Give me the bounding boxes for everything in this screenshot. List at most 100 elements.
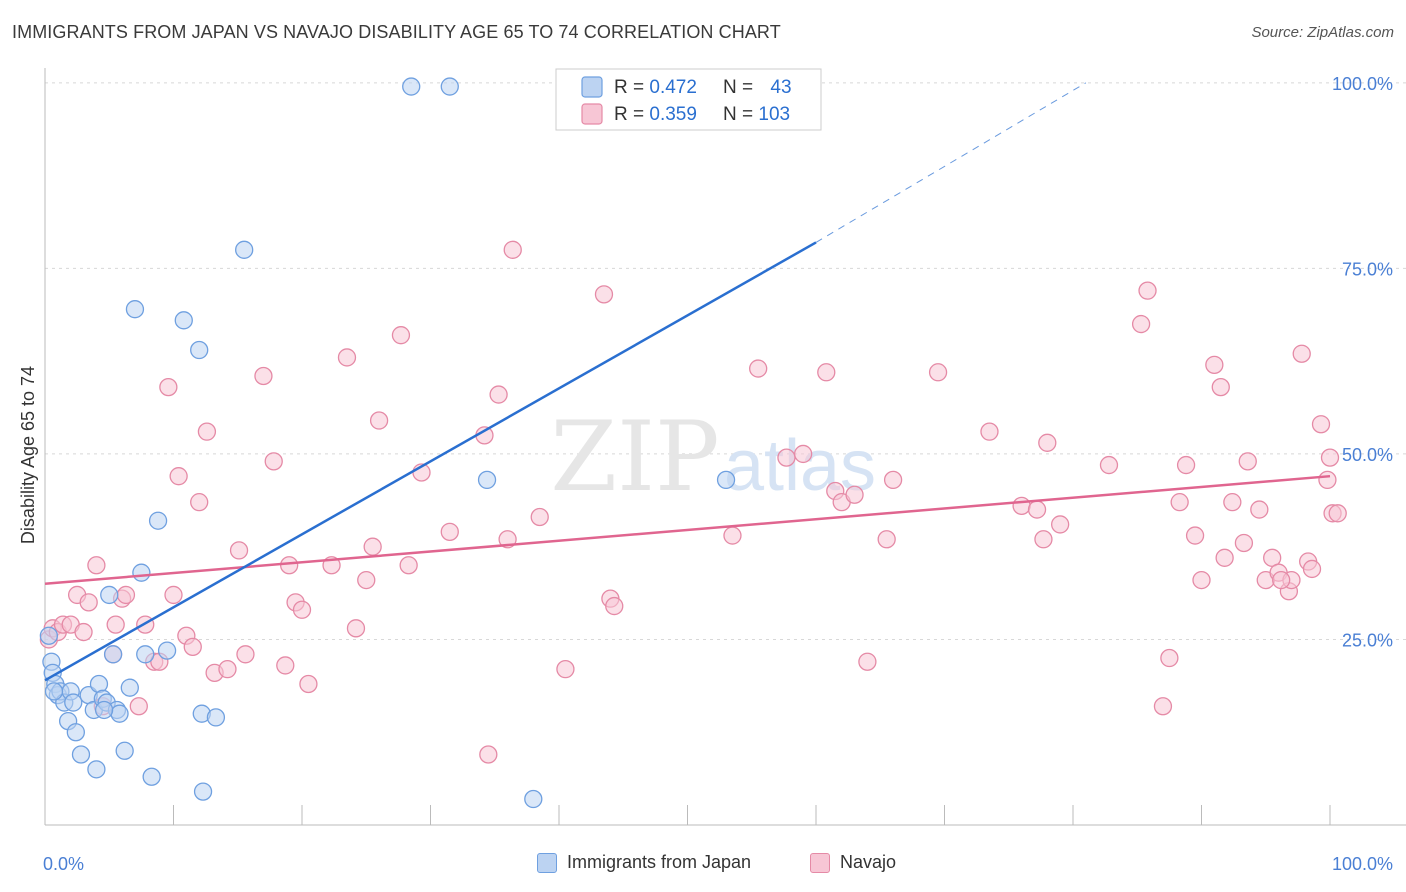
- point-navajo-53: [594, 285, 614, 304]
- legend-swatch-japan: [581, 76, 603, 98]
- point-navajo-19: [164, 585, 183, 605]
- point-japan-37: [440, 77, 459, 96]
- point-navajo-28: [236, 645, 255, 664]
- legend-row-japan: R = 0.472: [614, 77, 697, 98]
- point-japan-34: [206, 708, 226, 727]
- point-navajo-69: [1012, 496, 1031, 516]
- point-navajo-85: [1215, 548, 1234, 567]
- x-tick-label-100: 100.0%: [1332, 854, 1393, 874]
- point-japan-38: [477, 470, 497, 490]
- legend-item-japan: Immigrants from Japan: [537, 852, 751, 873]
- point-navajo-42: [391, 326, 411, 345]
- point-navajo-84: [1211, 377, 1230, 397]
- point-navajo-82: [1192, 570, 1211, 590]
- point-navajo-13: [116, 585, 136, 605]
- tick-labels: 25.0% 50.0% 75.0% 100.0% 0.0% 100.0%: [43, 74, 1393, 874]
- point-navajo-48: [489, 385, 508, 404]
- legend-swatch-navajo-bottom: [810, 852, 830, 873]
- point-japan-18: [100, 585, 119, 605]
- point-japan-33: [193, 782, 213, 801]
- point-japan-40: [716, 470, 736, 490]
- point-navajo-68: [980, 422, 999, 441]
- legend-item-navajo: Navajo: [810, 852, 896, 873]
- point-navajo-86: [1223, 493, 1242, 512]
- point-japan-41: [44, 682, 64, 701]
- point-navajo-88: [1238, 452, 1257, 471]
- legend-r-label-navajo: R =: [614, 104, 649, 125]
- point-japan-42: [94, 700, 114, 720]
- point-navajo-37: [337, 348, 357, 367]
- point-navajo-7: [79, 593, 98, 612]
- watermark-zip: ZIP: [550, 401, 719, 513]
- point-japan-22: [115, 741, 134, 760]
- point-japan-35: [235, 240, 254, 259]
- point-navajo-70: [1027, 500, 1047, 519]
- point-navajo-32: [279, 556, 299, 575]
- point-japan-28: [148, 511, 168, 530]
- point-navajo-11: [106, 615, 125, 634]
- point-navajo-52: [556, 659, 575, 679]
- series-japan-points: [39, 77, 736, 809]
- point-japan-26: [136, 645, 155, 664]
- point-navajo-31: [276, 656, 295, 675]
- point-navajo-34: [292, 600, 312, 619]
- point-navajo-22: [183, 637, 202, 657]
- point-navajo-59: [794, 444, 813, 464]
- axes: [44, 68, 1406, 826]
- point-navajo-103: [1272, 570, 1291, 590]
- point-navajo-77: [1153, 697, 1173, 716]
- y-tick-label-50: 50.0%: [1342, 445, 1393, 465]
- point-japan-39: [524, 789, 543, 809]
- point-navajo-41: [369, 411, 389, 430]
- point-navajo-74: [1099, 455, 1119, 475]
- legend-swatch-japan-bottom: [537, 852, 557, 873]
- trend-line-japan: [44, 241, 817, 682]
- legend-label-japan: Immigrants from Japan: [567, 852, 752, 872]
- point-japan-11: [71, 745, 91, 764]
- point-navajo-58: [777, 448, 796, 467]
- point-navajo-24: [197, 422, 217, 441]
- point-navajo-40: [363, 537, 382, 556]
- point-navajo-102: [1328, 504, 1347, 523]
- point-navajo-47: [479, 745, 498, 764]
- point-navajo-29: [254, 366, 273, 386]
- point-japan-31: [190, 340, 209, 360]
- point-navajo-60: [817, 363, 836, 382]
- point-navajo-67: [928, 363, 948, 382]
- legend-r-label-japan: R =: [614, 77, 649, 98]
- point-japan-21: [110, 704, 129, 723]
- point-navajo-99: [1318, 470, 1337, 490]
- point-navajo-65: [877, 530, 896, 549]
- point-japan-24: [125, 300, 145, 319]
- point-navajo-6: [74, 622, 93, 642]
- point-navajo-50: [503, 240, 522, 259]
- y-tick-label-25: 25.0%: [1342, 630, 1393, 650]
- point-navajo-8: [87, 556, 106, 575]
- point-navajo-26: [218, 659, 237, 679]
- point-navajo-89: [1250, 500, 1269, 519]
- y-tick-label-75: 75.0%: [1342, 259, 1393, 279]
- point-navajo-98: [1311, 415, 1331, 434]
- legend-swatch-navajo: [581, 103, 603, 125]
- point-navajo-66: [883, 470, 903, 490]
- point-navajo-51: [530, 507, 549, 527]
- point-navajo-35: [299, 674, 318, 694]
- trend-lines: [44, 82, 1331, 682]
- point-navajo-80: [1176, 455, 1196, 475]
- legend-n-label-navajo: N =: [723, 104, 758, 125]
- series-navajo-points: [39, 240, 1347, 764]
- point-navajo-20: [169, 467, 188, 486]
- watermark: ZIP atlas: [550, 401, 876, 513]
- point-navajo-14: [129, 697, 148, 716]
- point-navajo-75: [1131, 314, 1151, 334]
- y-axis-label: Disability Age 65 to 74: [18, 366, 38, 544]
- point-japan-9: [64, 693, 83, 712]
- point-navajo-81: [1185, 526, 1205, 545]
- point-navajo-63: [845, 485, 864, 504]
- legend-n-navajo: N = 103: [723, 104, 790, 125]
- legend-n-japan: N = 43: [723, 77, 792, 98]
- point-navajo-55: [605, 596, 624, 616]
- point-japan-23: [120, 678, 139, 697]
- point-navajo-64: [858, 652, 877, 671]
- y-tick-label-100: 100.0%: [1332, 74, 1393, 94]
